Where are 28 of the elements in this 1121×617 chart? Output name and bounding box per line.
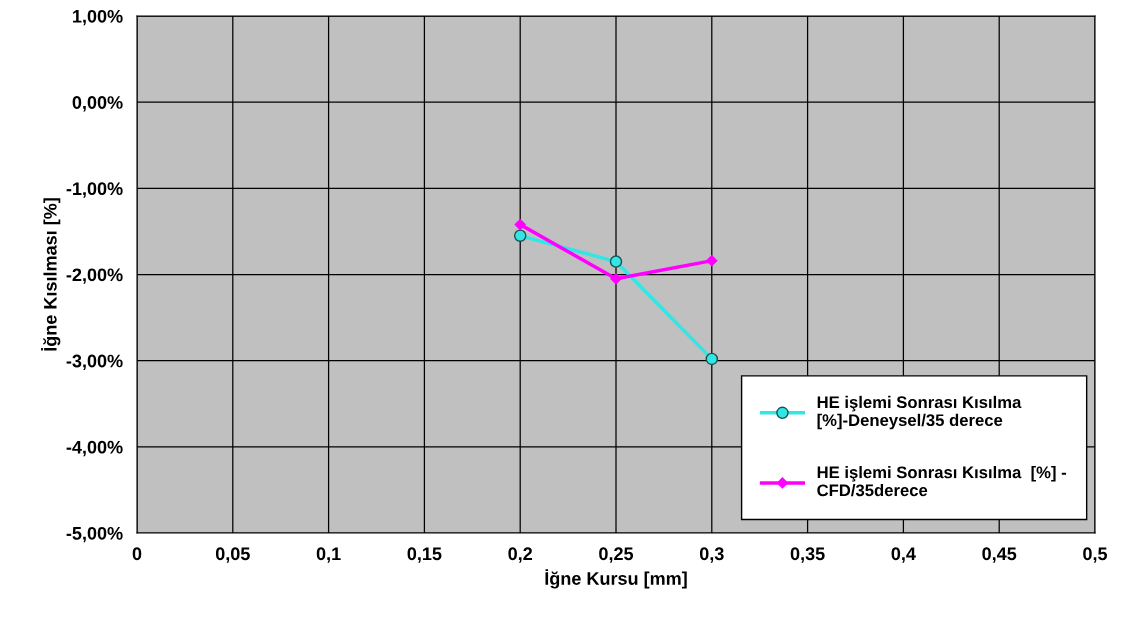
y-tick-label: 0,00% — [72, 96, 123, 112]
y-tick-label: 1,00% — [73, 9, 123, 26]
x-tick-label: 0,5 — [1083, 547, 1108, 563]
x-tick-label: 0,05 — [215, 547, 250, 563]
point — [706, 255, 718, 267]
y-tick-label: -5,00% — [66, 526, 123, 543]
y-tick-label: -4,00% — [66, 440, 123, 457]
y-tick-label: -3,00% — [66, 354, 123, 370]
point — [513, 229, 527, 242]
point — [705, 352, 719, 366]
x-tick-label: 0,4 — [891, 547, 916, 563]
x-tick-label: 0,25 — [599, 547, 634, 563]
point — [609, 255, 623, 268]
y-axis-title: İğne Kısılması [%] — [41, 198, 61, 351]
x-tick-label: 0,3 — [699, 547, 724, 563]
legend-label: HE işlemi Sonrası Kısılma [%]-Deneysel/35 derece — [817, 395, 1022, 430]
x-tick-label: 0,35 — [790, 547, 825, 563]
x-tick-label: 0,2 — [508, 547, 533, 563]
x-tick-label: 0,45 — [982, 547, 1017, 563]
point — [610, 273, 622, 285]
y-tick-label: -2,00% — [66, 268, 123, 284]
x-tick-label: 0 — [132, 547, 142, 561]
legend-label: HE işlemi Sonrası Kısılma [%] - CFD/35derece — [817, 466, 1067, 497]
x-axis-title: İğne Kursu [mm] — [545, 569, 687, 589]
x-tick-label: 0,1 — [316, 547, 341, 563]
y-tick-label: -1,00% — [66, 182, 123, 198]
point — [514, 218, 526, 231]
x-tick-label: 0,15 — [407, 547, 442, 563]
